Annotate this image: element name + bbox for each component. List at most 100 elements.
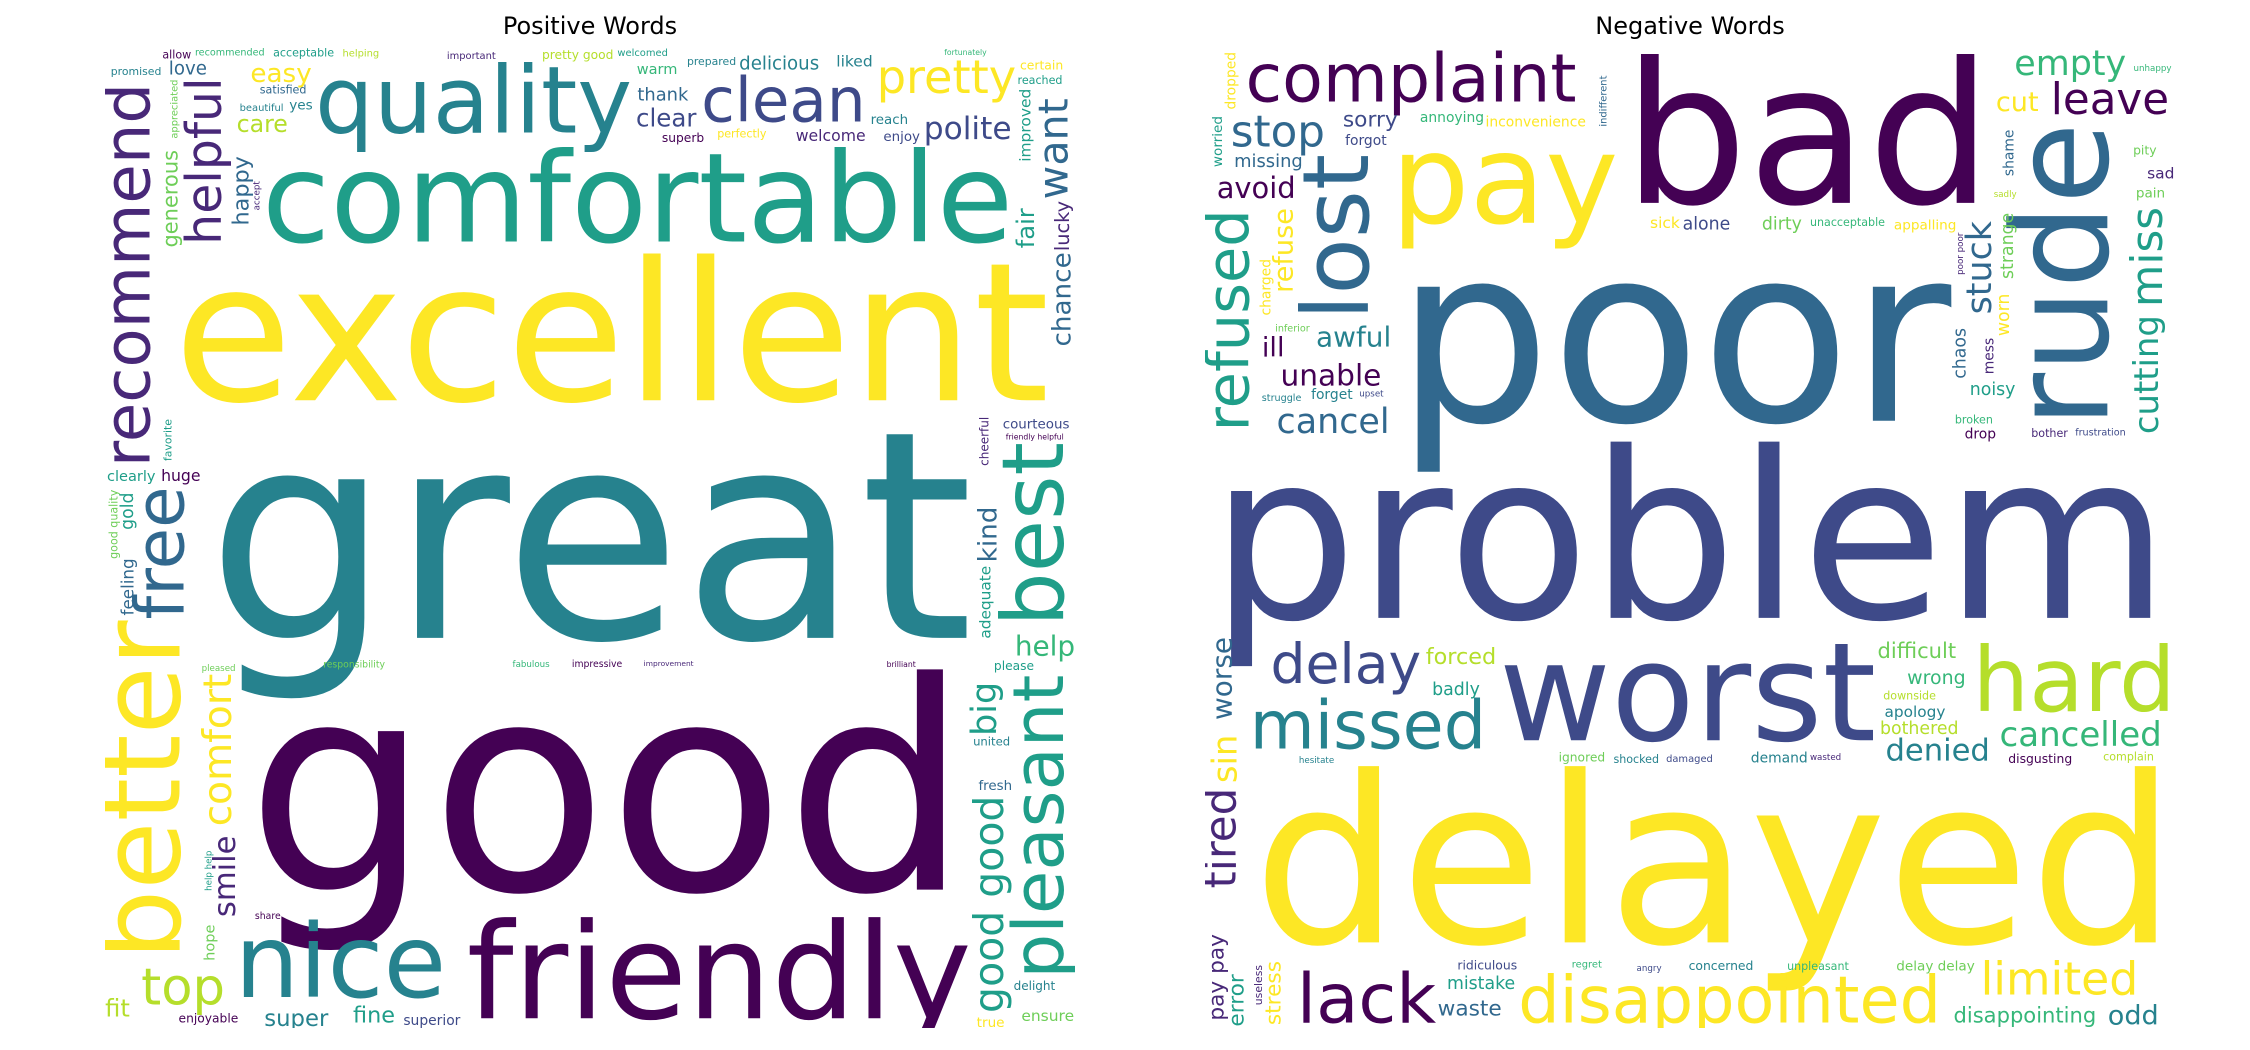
negative-word-worse: worse [1206,637,1239,720]
negative-word-lack: lack [1297,959,1436,1028]
negative-word-regret: regret [1572,960,1602,971]
positive-word-improvement: improvement [644,659,694,668]
negative-word-refuse: refuse [1269,208,1300,293]
negative-word-upset: upset [1359,389,1384,399]
negative-word-pain: pain [2136,185,2165,201]
positive-word-good-good: good good [965,796,1013,1013]
positive-word-favorite: favorite [161,419,174,461]
positive-word-feeling: feeling [118,558,138,615]
positive-word-ensure: ensure [1021,1007,1074,1025]
positive-word-cloud: great good excellent comfortable better best f… [105,48,1075,1028]
positive-word-clean: clean [701,66,865,137]
negative-word-tired: tired [1205,788,1247,889]
negative-word-dropped: dropped [1223,52,1239,110]
positive-word-clearly: clearly [107,468,156,485]
negative-word-forced: forced [1426,644,1496,670]
positive-word-responsibility: responsibility [323,659,385,670]
negative-word-wasted: wasted [1810,753,1841,763]
negative-word-pity: pity [2133,142,2156,157]
negative-word-forgot: forgot [1345,133,1387,149]
negative-word-complain: complain [2103,750,2154,763]
positive-word-super: super [264,1006,329,1028]
negative-word-badly: badly [1432,680,1480,700]
positive-word-reach: reach [871,113,909,128]
negative-word-damaged: damaged [1666,754,1713,765]
positive-word-easy: easy [250,59,311,89]
positive-word-lucky: lucky [1051,201,1074,251]
negative-word-rude: rude [1984,122,2139,427]
positive-word-friendly-helpful: friendly helpful [1006,432,1064,441]
positive-word-welcomed: welcomed [617,48,668,59]
positive-word-love: love [169,58,207,79]
positive-word-good: good [246,622,969,959]
negative-word-worst: worst [1499,614,1876,773]
positive-title: Positive Words [502,12,678,40]
negative-panel: Negative Words problem delayed poor bad wors… [1205,0,2175,1050]
positive-word-delight: delight [1014,979,1056,993]
positive-word-fair: fair [1012,208,1040,248]
negative-word-inferior: inferior [1275,323,1310,334]
negative-word-cancelled: cancelled [1999,715,2161,755]
positive-word-kind: kind [973,507,1003,563]
negative-word-missing: missing [1234,151,1303,172]
positive-word-enjoy: enjoy [883,130,920,145]
positive-word-welcome: welcome [796,126,866,145]
positive-word-friendly: friendly [467,895,972,1028]
positive-word-superior: superior [403,1013,460,1028]
positive-word-fabulous: fabulous [513,660,551,670]
negative-word-limited: limited [1981,953,2139,1006]
positive-word-fortunately: fortunately [944,48,987,57]
positive-word-help-help: help help [204,850,214,891]
positive-word-nice: nice [235,903,447,1022]
positive-word-big: big [965,682,1005,736]
negative-word-ill: ill [1262,333,1285,364]
negative-word-mess: mess [1981,338,1997,374]
negative-word-waste: waste [1438,997,1502,1022]
negative-word-worn: worn [1994,294,2014,337]
negative-word-complaint: complaint [1245,48,1576,117]
negative-word-drop: drop [1965,426,1997,442]
negative-word-pay-pay: pay pay [1205,934,1229,1021]
negative-word-delayed: delayed [1253,727,2175,997]
negative-word-dirty: dirty [1762,214,1802,234]
negative-word-alone: alone [1683,215,1731,235]
positive-word-recommend: recommend [105,83,166,467]
negative-word-difficult: difficult [1878,638,1957,663]
negative-word-cancel: cancel [1277,402,1390,442]
negative-word-lost: lost [1282,154,1390,320]
negative-word-unable: unable [1281,359,1382,393]
positive-word-please: please [994,659,1034,673]
negative-word-broken: broken [1955,414,1993,427]
negative-word-chaos: chaos [1950,328,1970,379]
positive-word-chance: chance [1048,252,1075,346]
negative-word-ignored: ignored [1559,751,1606,765]
negative-word-denied: denied [1885,734,1989,769]
negative-word-shame: shame [2001,130,2017,177]
positive-word-superb: superb [662,131,705,145]
positive-word-pleasant: pleasant [997,675,1075,979]
positive-word-yes: yes [289,97,312,113]
positive-word-fresh: fresh [978,779,1012,794]
positive-word-accept: accept [252,181,262,211]
negative-word-shocked: shocked [1613,753,1659,766]
positive-word-warm: warm [637,61,678,78]
positive-word-thank: thank [637,85,689,106]
negative-word-cut: cut [1996,87,2039,118]
positive-word-allow: allow [162,49,191,62]
negative-word-annoying: annoying [1420,110,1484,126]
negative-word-delay-delay: delay delay [1896,958,1975,974]
negative-word-angry: angry [1637,964,1662,974]
negative-word-forget: forget [1311,387,1353,403]
negative-word-sorry: sorry [1343,107,1398,132]
negative-word-stuck: stuck [1960,220,2000,314]
negative-word-unacceptable: unacceptable [1810,216,1885,229]
positive-panel: Positive Words great good excellent comfort… [105,0,1075,1050]
positive-word-beautiful: beautiful [240,103,284,114]
negative-word-delay: delay [1270,633,1421,697]
positive-word-great: great [207,370,974,707]
positive-word-liked: liked [836,52,872,70]
positive-word-generous: generous [159,150,183,248]
negative-word-poor: poor [1395,194,1951,479]
negative-word-empty: empty [2014,48,2126,84]
